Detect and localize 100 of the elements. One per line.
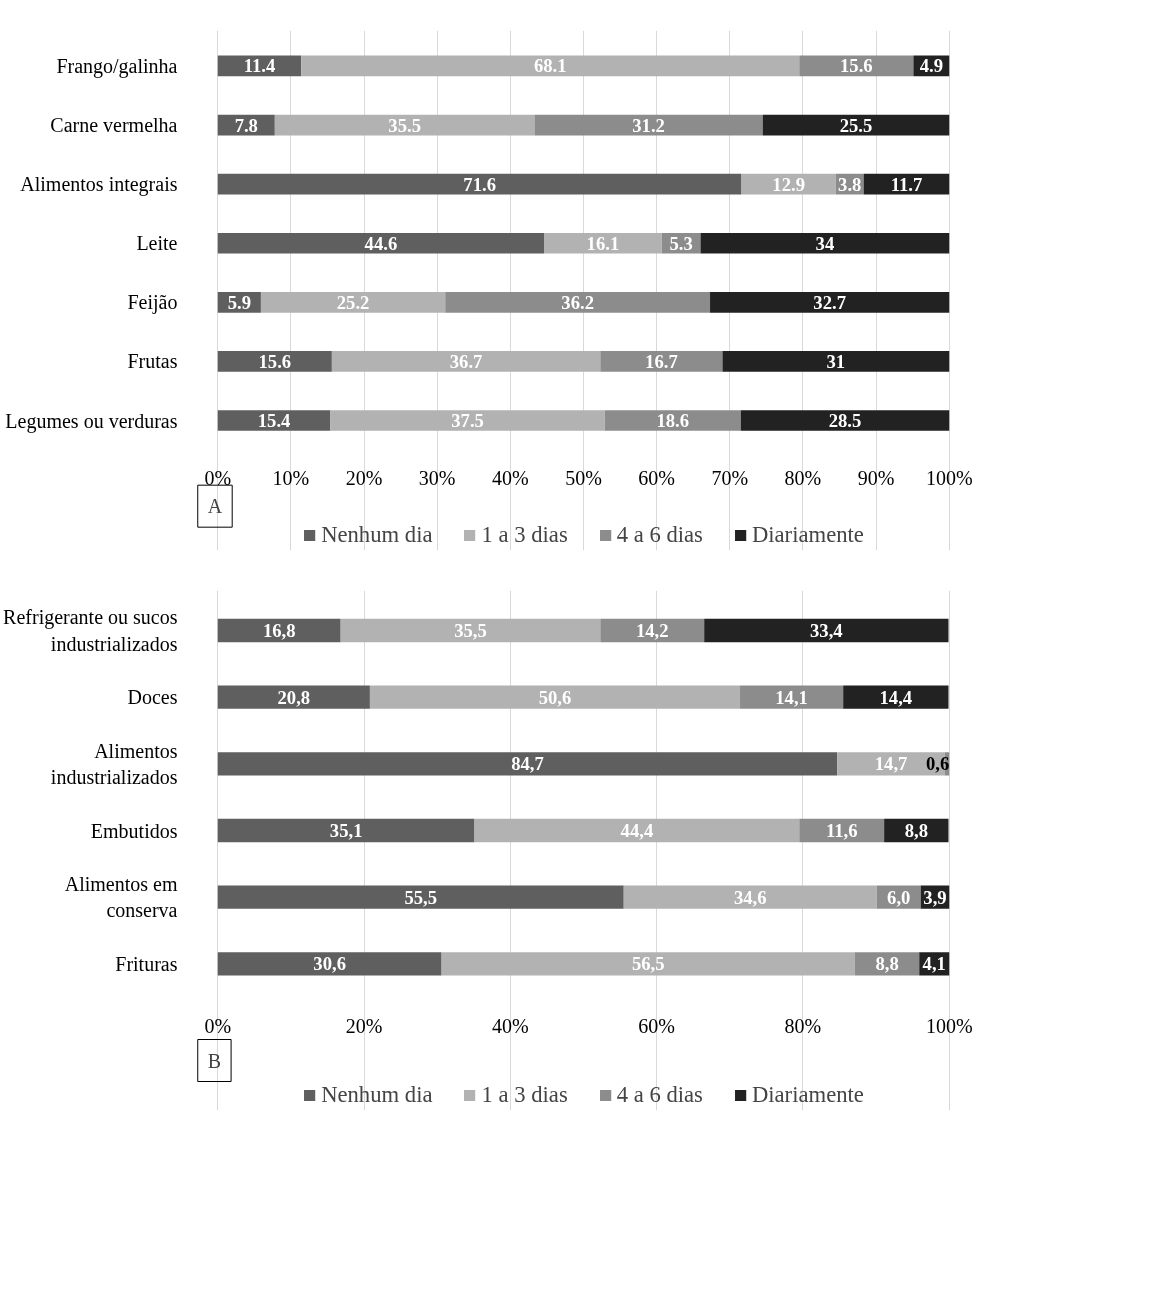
x-tick-label: 40% (492, 466, 529, 489)
legend-label: 4 a 6 dias (616, 1082, 703, 1108)
data-label: 12.9 (772, 173, 806, 195)
x-tick-label: 40% (492, 1014, 529, 1037)
bar (217, 818, 475, 843)
data-label: 3,9 (923, 886, 947, 908)
data-label: 36.2 (561, 291, 594, 313)
data-label: 34 (815, 232, 835, 254)
bar (762, 114, 950, 136)
x-tick-label: 50% (565, 466, 602, 489)
bar (217, 752, 838, 776)
bar (740, 685, 844, 709)
data-label: 8,8 (875, 953, 899, 975)
bar (217, 351, 332, 372)
data-label: 34,6 (733, 886, 767, 908)
legend-label: 4 a 6 dias (616, 522, 703, 548)
x-tick-label: 20% (345, 1014, 383, 1037)
y-tick-label: Alimentos industrializados (50, 739, 178, 789)
data-label: 16,8 (262, 620, 296, 641)
bar (217, 173, 742, 195)
legend-label: Diariamente (751, 522, 864, 548)
y-tick-label: Frutas (127, 350, 178, 373)
y-tick-label: Alimentos integrais (20, 173, 178, 197)
text: A (207, 495, 223, 518)
bar (623, 885, 877, 909)
bar (722, 351, 950, 372)
data-label: 25.5 (839, 114, 873, 136)
y-tick-label: Carne vermelha (50, 114, 178, 137)
bar (260, 291, 446, 313)
data-label: 14,2 (635, 620, 669, 641)
x-tick-label: 80% (784, 466, 822, 489)
data-label: 32.7 (813, 291, 846, 313)
x-tick-label: 10% (272, 466, 310, 489)
data-label: 15.6 (840, 55, 873, 77)
y-tick-label: Legumes ou verduras (5, 409, 178, 433)
bar (340, 618, 601, 643)
data-label: 5.9 (227, 291, 252, 313)
y-tick-label: Frango/galinha (56, 54, 178, 78)
data-label: 16.1 (586, 232, 620, 254)
data-label: 71.6 (463, 173, 496, 195)
y-tick-label: Doces (127, 686, 178, 709)
legend-label: Nenhum dia (321, 1082, 433, 1108)
data-label: 35,1 (329, 820, 363, 841)
bar (474, 818, 800, 843)
bar (369, 685, 741, 709)
bar (445, 291, 711, 313)
x-tick-label: 90% (857, 466, 895, 489)
bar (331, 351, 601, 372)
legend-label: Nenhum dia (321, 522, 433, 548)
data-label: 18.6 (656, 410, 690, 431)
data-label: 37.5 (451, 410, 484, 431)
data-label: 33,4 (810, 620, 843, 641)
bar (217, 232, 544, 254)
x-tick-label: 20% (345, 466, 383, 489)
data-label: 68.1 (533, 55, 567, 77)
bar (544, 232, 662, 254)
bar (217, 952, 442, 976)
y-tick-label: Feijão (127, 291, 178, 315)
bar (704, 618, 949, 643)
data-label: 31.2 (632, 114, 665, 136)
bar (604, 410, 741, 431)
data-label: 44.6 (364, 232, 398, 254)
data-label: 28.5 (828, 410, 862, 431)
data-label: 5.3 (669, 232, 693, 254)
data-label: 0,6 (925, 753, 950, 775)
data-label: 35.5 (388, 114, 421, 136)
data-label: 56,5 (631, 953, 665, 975)
y-tick-label: Alimentos em conserva (64, 872, 178, 922)
bar (600, 351, 723, 372)
bar (843, 685, 949, 709)
x-tick-label: 70% (711, 466, 749, 489)
data-label: 20,8 (277, 686, 311, 708)
data-label: 50,6 (538, 686, 572, 708)
bar (740, 410, 950, 431)
x-tick-label: 30% (418, 466, 456, 489)
data-label: 11.7 (890, 173, 923, 195)
bar (217, 685, 370, 709)
x-tick-label: 80% (784, 1014, 822, 1037)
x-tick-label: 0% (204, 466, 232, 489)
y-tick-label: Leite (136, 232, 178, 255)
y-tick-label: Refrigerante ou sucos industrializados (3, 606, 178, 655)
bar (217, 410, 331, 431)
data-label: 31 (826, 350, 846, 372)
data-label: 36.7 (449, 350, 483, 372)
data-label: 14,1 (775, 686, 808, 708)
data-label: 11.4 (243, 55, 276, 77)
data-label: 25.2 (336, 291, 370, 313)
data-label: 14,7 (874, 753, 908, 775)
bar (710, 291, 950, 313)
data-label: 30,6 (313, 953, 347, 975)
legend-label: Diariamente (751, 1082, 864, 1108)
bar (330, 410, 605, 431)
data-label: 3.8 (838, 173, 862, 195)
data-label: 7.8 (234, 114, 258, 136)
bar (301, 55, 800, 77)
x-tick-label: 0% (204, 1014, 232, 1037)
bar (441, 952, 855, 976)
data-label: 15.6 (258, 350, 292, 372)
data-label: 35,5 (454, 620, 487, 641)
data-label: 44,4 (620, 820, 654, 841)
